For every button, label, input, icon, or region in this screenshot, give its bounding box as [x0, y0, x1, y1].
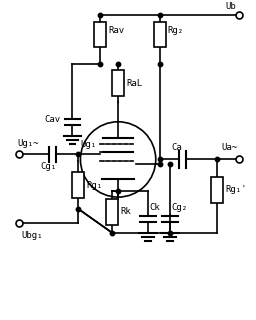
- Bar: [94, 22, 106, 47]
- Text: Cav: Cav: [45, 115, 61, 124]
- Text: Ca: Ca: [171, 143, 182, 152]
- Text: Ua~: Ua~: [221, 142, 237, 151]
- Text: Rg₁: Rg₁: [86, 181, 102, 190]
- Bar: [72, 172, 84, 198]
- Text: Ub: Ub: [225, 2, 236, 11]
- Circle shape: [80, 122, 156, 197]
- Text: Ck: Ck: [150, 203, 161, 212]
- Text: Ug₁: Ug₁: [80, 140, 97, 148]
- Text: Rg₁': Rg₁': [225, 185, 247, 194]
- Text: Rk: Rk: [120, 207, 131, 216]
- Text: Cg₁: Cg₁: [41, 162, 57, 171]
- Text: Cg₂: Cg₂: [172, 203, 188, 212]
- Bar: [211, 177, 223, 203]
- Text: Rav: Rav: [108, 26, 124, 35]
- Text: RaL: RaL: [126, 79, 142, 88]
- Text: Rg₂: Rg₂: [168, 26, 184, 35]
- Bar: [154, 22, 166, 47]
- Bar: [106, 199, 118, 225]
- Text: Ug₁~: Ug₁~: [17, 139, 38, 148]
- Bar: [112, 70, 124, 96]
- Text: Ubg₁: Ubg₁: [21, 231, 42, 240]
